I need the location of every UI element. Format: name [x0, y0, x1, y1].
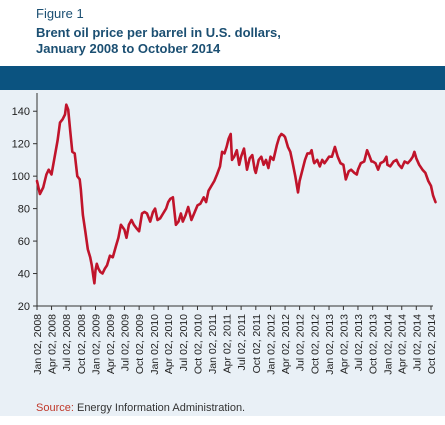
y-tick-label: 140 [12, 106, 30, 118]
x-tick-label: Apr 02, 2011 [222, 314, 234, 374]
figure-label: Figure 1 [36, 6, 84, 21]
x-tick-label: Apr 02, 2012 [280, 314, 292, 374]
source-note: Source: Energy Information Administratio… [36, 402, 245, 414]
y-tick-label: 100 [12, 171, 30, 183]
y-tick-label: 60 [18, 236, 30, 248]
x-tick-label: Jul 02, 2010 [178, 314, 190, 371]
x-tick-label: Jul 02, 2014 [411, 314, 423, 371]
figure-title-line-2: January 2008 to October 2014 [36, 41, 221, 56]
x-tick-label: Apr 02, 2010 [163, 314, 175, 374]
x-tick-label: Oct 02, 2008 [76, 314, 88, 374]
y-tick-label: 120 [12, 139, 30, 151]
x-tick-label: Oct 02, 2014 [426, 314, 438, 374]
x-tick-label: Jan 02, 2014 [382, 314, 394, 375]
x-tick-label: Jul 02, 2012 [295, 314, 307, 371]
y-tick-label: 20 [18, 301, 30, 313]
x-tick-label: Jul 02, 2011 [236, 314, 248, 371]
x-tick-label: Jan 02, 2012 [266, 314, 278, 375]
x-tick-label: Oct 02, 2010 [192, 314, 204, 374]
y-tick-label: 40 [18, 269, 30, 281]
x-tick-label: Oct 02, 2011 [251, 314, 263, 374]
x-tick-label: Jan 02, 2011 [207, 314, 219, 374]
x-tick-label: Jan 02, 2013 [324, 314, 336, 375]
x-tick-label: Jul 02, 2009 [119, 314, 131, 371]
figure-title: Brent oil price per barrel in U.S. dolla… [36, 25, 436, 57]
plot-background [0, 90, 445, 416]
price-series-line [35, 103, 437, 285]
x-tick-label: Apr 02, 2014 [397, 314, 409, 374]
x-tick-label: Apr 02, 2009 [105, 314, 117, 374]
x-tick-label: Apr 02, 2008 [47, 314, 59, 374]
x-tick-label: Jan 02, 2010 [149, 314, 161, 375]
y-tick-label: 80 [18, 204, 30, 216]
x-tick-label: Oct 02, 2009 [134, 314, 146, 374]
x-tick-label: Apr 02, 2013 [338, 314, 350, 374]
x-tick-label: Jul 02, 2013 [353, 314, 365, 371]
x-tick-label: Jan 02, 2008 [32, 314, 44, 375]
source-text: Energy Information Administration. [73, 402, 246, 414]
x-tick-label: Jul 02, 2008 [61, 314, 73, 371]
header-band [0, 66, 445, 90]
figure-title-line-1: Brent oil price per barrel in U.S. dolla… [36, 25, 281, 40]
source-label: Source: [36, 402, 74, 414]
x-tick-label: Oct 02, 2013 [368, 314, 380, 374]
x-tick-label: Oct 02, 2012 [309, 314, 321, 374]
x-tick-label: Jan 02, 2009 [91, 314, 103, 375]
